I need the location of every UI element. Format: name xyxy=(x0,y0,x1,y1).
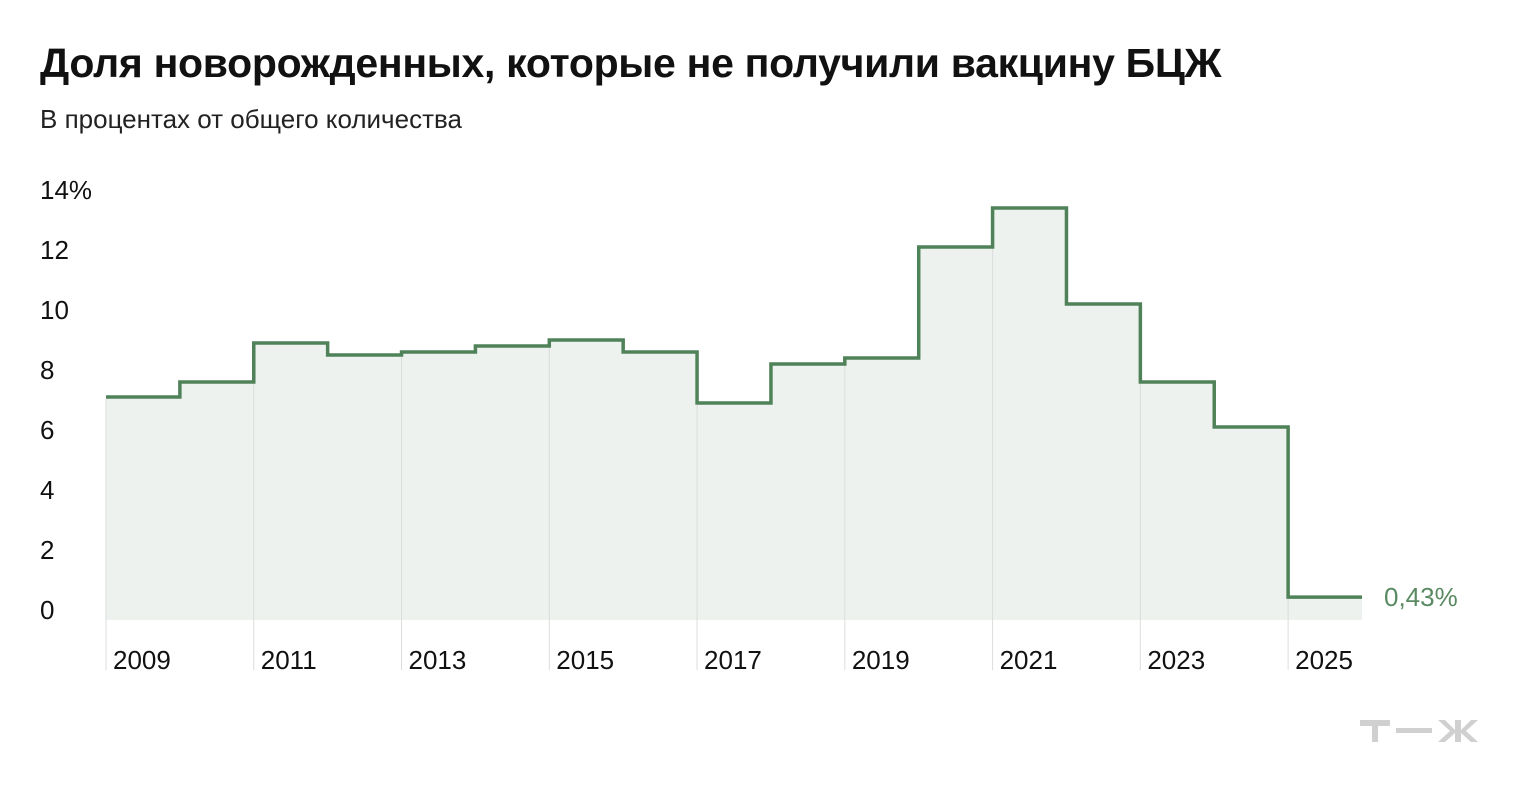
step-2024 xyxy=(1214,427,1288,610)
step-2025 xyxy=(1288,597,1362,610)
y-tick-label: 4 xyxy=(40,475,54,505)
step-2009 xyxy=(106,397,180,610)
step-2023 xyxy=(1140,382,1214,610)
step-2010 xyxy=(180,382,254,610)
step-2022 xyxy=(1066,304,1140,610)
step-2019 xyxy=(845,358,919,610)
area-fill xyxy=(106,208,1362,620)
y-tick-label: 2 xyxy=(40,535,54,565)
step-2016 xyxy=(623,352,697,610)
x-tick-label: 2021 xyxy=(1000,645,1058,675)
step-2012 xyxy=(328,355,402,610)
y-tick-label: 8 xyxy=(40,355,54,385)
step-2021 xyxy=(993,208,1067,610)
step-2014 xyxy=(475,346,549,610)
step-2017 xyxy=(697,403,771,610)
y-tick-label: 10 xyxy=(40,295,69,325)
y-tick-label: 12 xyxy=(40,235,69,265)
step-2013 xyxy=(402,352,476,610)
step-2018 xyxy=(771,364,845,610)
y-tick-label: 14% xyxy=(40,175,92,205)
y-tick-label: 6 xyxy=(40,415,54,445)
chart-subtitle: В процентах от общего количества xyxy=(40,104,462,134)
y-tick-label: 0 xyxy=(40,595,54,625)
x-tick-label: 2025 xyxy=(1295,645,1353,675)
x-tick-label: 2017 xyxy=(704,645,762,675)
chart-title: Доля новорожденных, которые не получили … xyxy=(40,40,1222,86)
x-tick-label: 2009 xyxy=(113,645,171,675)
x-tick-label: 2023 xyxy=(1147,645,1205,675)
x-tick-label: 2013 xyxy=(409,645,467,675)
x-tick-label: 2011 xyxy=(261,645,317,675)
tzh-logo xyxy=(1360,720,1478,742)
step-2015 xyxy=(549,340,623,610)
step-2011 xyxy=(254,343,328,610)
step-line xyxy=(106,206,1362,599)
x-tick-label: 2015 xyxy=(556,645,614,675)
end-value-label: 0,43% xyxy=(1384,582,1458,612)
x-tick-label: 2019 xyxy=(852,645,910,675)
step-2020 xyxy=(919,247,993,610)
